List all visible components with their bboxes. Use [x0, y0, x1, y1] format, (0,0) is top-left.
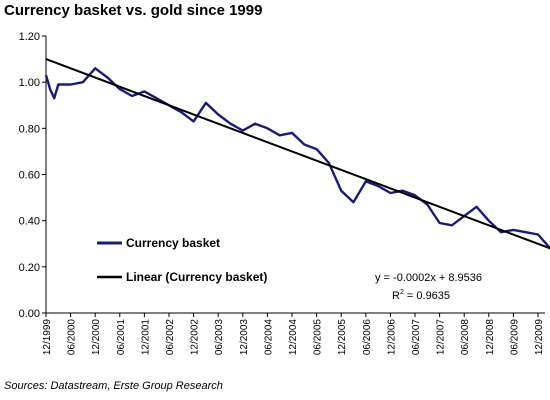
x-tick-label: 12/2007 [436, 319, 447, 356]
x-tick-label: 06/2004 [263, 319, 274, 356]
series-line-currency-basket [44, 67, 550, 250]
y-tick-label: 0.40 [19, 216, 40, 228]
y-tick-label: 0.80 [19, 123, 40, 135]
x-tick-label: 12/2002 [190, 319, 201, 356]
source-note: Sources: Datastream, Erste Group Researc… [4, 380, 223, 392]
legend-label-currency-basket: Currency basket [126, 236, 220, 250]
trend-equation: y = -0.0002x + 8.9536 [375, 272, 482, 284]
y-tick-label: 1.20 [19, 31, 40, 43]
y-tick-label: 0.60 [19, 170, 40, 182]
x-tick-label: 06/2001 [116, 319, 127, 356]
x-tick-label: 12/2004 [288, 319, 299, 356]
legend-label-linear-trend: Linear (Currency basket) [126, 270, 267, 284]
x-tick-label: 12/2005 [337, 319, 348, 356]
x-axis: 12/1999 06/2000 12/2000 06/2001 12/2001 06/20… [42, 312, 545, 356]
x-tick-label: 06/2009 [509, 319, 520, 356]
x-tick-label: 12/2003 [239, 319, 250, 356]
x-tick-label: 06/2005 [313, 319, 324, 356]
trendline-annotation: y = -0.0002x + 8.9536 R2 = 0.9635 [375, 272, 482, 302]
x-tick-label: 06/2006 [362, 319, 373, 356]
x-tick-label: 06/2008 [460, 319, 471, 356]
y-axis: 0.00 0.20 0.40 0.60 0.80 1.00 1.20 [19, 31, 47, 320]
x-tick-label: 12/2009 [534, 319, 545, 356]
y-tick-label: 0.20 [19, 262, 40, 274]
trend-r-squared: R2 = 0.9635 [392, 289, 450, 302]
series-line-linear-trend [45, 58, 550, 250]
x-tick-label: 06/2007 [411, 319, 422, 356]
legend: Currency basket Linear (Currency basket) [97, 236, 267, 284]
series-layer [44, 58, 550, 250]
y-tick-label: 0.00 [19, 308, 40, 320]
y-tick-label: 1.00 [19, 77, 40, 89]
x-tick-label: 06/2003 [214, 319, 225, 356]
chart-title: Currency basket vs. gold since 1999 [4, 2, 263, 19]
x-tick-label: 06/2002 [165, 319, 176, 356]
x-tick-label: 12/2008 [485, 319, 496, 356]
x-tick-label: 06/2000 [67, 319, 78, 356]
x-tick-label: 12/2001 [140, 319, 151, 356]
x-tick-label: 12/2006 [386, 319, 397, 356]
x-tick-label: 12/1999 [42, 319, 53, 356]
x-tick-label: 12/2000 [91, 319, 102, 356]
